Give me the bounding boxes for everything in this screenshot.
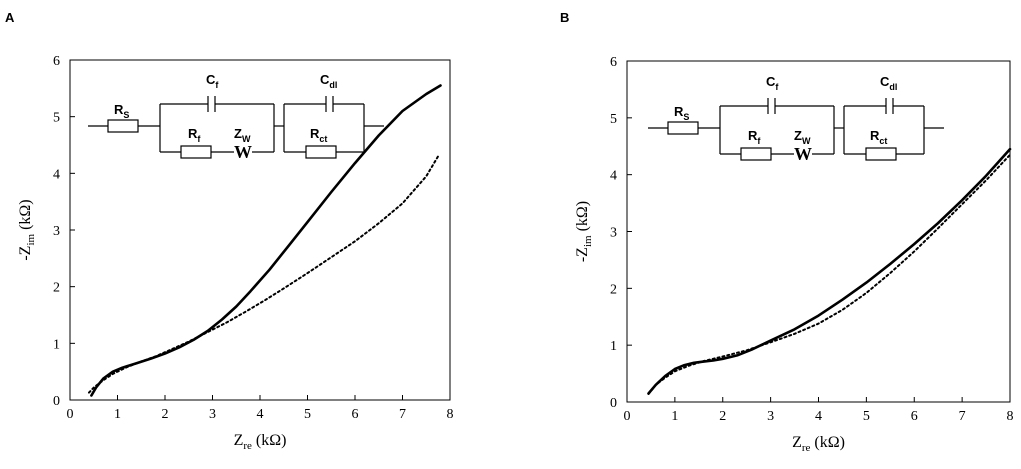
rct-resistor	[865, 147, 897, 161]
rf-resistor	[180, 145, 212, 159]
x-tick-label: 1	[671, 409, 678, 424]
cdl-label: Cdl	[880, 74, 897, 92]
rf-resistor	[740, 147, 772, 161]
x-tick-label: 2	[162, 407, 169, 422]
cf-label: Cf	[206, 72, 219, 90]
measured-series-line	[90, 84, 442, 397]
x-tick-label: 4	[257, 407, 264, 422]
rs-resistor	[107, 119, 139, 133]
panel-label: B	[560, 10, 569, 25]
x-tick-label: 8	[447, 407, 454, 422]
warburg-element: W	[234, 142, 252, 162]
x-tick-label: 3	[767, 409, 774, 424]
rs-label: RS	[674, 104, 689, 122]
rct-resistor	[305, 145, 337, 159]
rs-resistor	[667, 121, 699, 135]
rct-label: Rct	[870, 128, 887, 146]
x-tick-label: 7	[959, 409, 966, 424]
cf-label: Cf	[766, 74, 779, 92]
panel-a: A 0 1 2 3 4 5 6 7 8 0 1 2 3 4 5 6 Zre (kΩ) -Zim (kΩ) W RS Cf R…	[5, 10, 454, 452]
x-tick-label: 5	[863, 409, 870, 424]
panel-label: A	[5, 10, 15, 25]
x-tick-label: 3	[209, 407, 216, 422]
y-tick-label: 5	[53, 111, 60, 126]
cdl-label: Cdl	[320, 72, 337, 90]
y-tick-label: 0	[610, 396, 617, 411]
x-tick-label: 6	[352, 407, 359, 422]
x-axis-label: Zre (kΩ)	[792, 434, 845, 454]
warburg-element: W	[794, 144, 812, 164]
x-tick-label: 0	[624, 409, 631, 424]
x-tick-label: 6	[911, 409, 918, 424]
y-tick-label: 6	[610, 55, 617, 70]
rf-label: Rf	[188, 126, 201, 144]
x-tick-label: 8	[1007, 409, 1014, 424]
x-tick-label: 5	[304, 407, 311, 422]
y-tick-label: 3	[610, 226, 617, 241]
x-tick-label: 4	[815, 409, 822, 424]
rf-label: Rf	[748, 128, 761, 146]
x-tick-label: 1	[114, 407, 121, 422]
y-tick-label: 1	[610, 339, 617, 354]
x-tick-label: 0	[67, 407, 74, 422]
y-tick-label: 0	[53, 394, 60, 409]
fitted-series-line	[88, 155, 440, 394]
y-tick-label: 2	[53, 281, 60, 296]
rct-label: Rct	[310, 126, 327, 144]
panel-b: B 0 1 2 3 4 5 6 7 8 0 1 2 3 4 5 6 Zre (kΩ) -Zim (kΩ) W RS Cf R…	[560, 10, 1014, 454]
equivalent-circuit-diagram: W RS Cf Rf ZW Cdl Rct	[648, 74, 944, 164]
y-axis-label: -Zim (kΩ)	[574, 201, 594, 262]
rs-label: RS	[114, 102, 129, 120]
y-axis-label: -Zim (kΩ)	[17, 199, 37, 260]
measured-series-line	[647, 147, 1012, 395]
x-tick-label: 7	[399, 407, 406, 422]
y-tick-label: 4	[53, 167, 60, 182]
y-tick-label: 4	[610, 169, 617, 184]
x-axis-label: Zre (kΩ)	[234, 432, 287, 452]
zw-label: ZW	[794, 128, 811, 146]
y-tick-label: 3	[53, 224, 60, 239]
x-tick-label: 2	[719, 409, 726, 424]
y-tick-label: 5	[610, 112, 617, 127]
y-tick-label: 1	[53, 337, 60, 352]
y-tick-label: 6	[53, 54, 60, 69]
zw-label: ZW	[234, 126, 251, 144]
y-tick-label: 2	[610, 282, 617, 297]
equivalent-circuit-diagram: W RS Cf Rf ZW Cdl Rct	[88, 72, 384, 162]
fitted-series-line	[647, 153, 1011, 395]
